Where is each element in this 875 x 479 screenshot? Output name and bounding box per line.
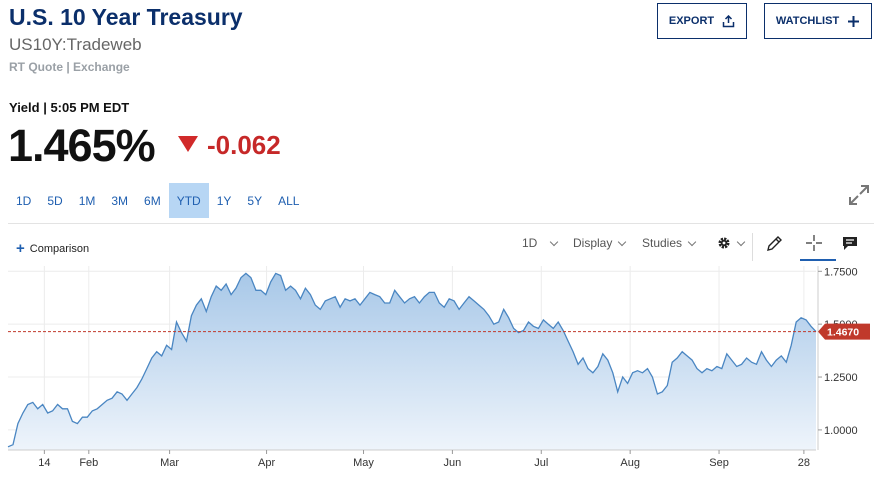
toolbar-divider: [752, 233, 753, 261]
range-tab-5y[interactable]: 5Y: [247, 193, 263, 208]
range-tab-6m[interactable]: 6M: [144, 193, 161, 208]
symbol-label: US10Y:Tradeweb: [9, 35, 142, 54]
quote-source: RT Quote | Exchange: [9, 60, 130, 74]
interval-value: 1D: [522, 236, 538, 250]
x-tick-label: Mar: [160, 457, 179, 469]
studies-label: Studies: [642, 236, 683, 250]
crosshair-icon[interactable]: [805, 234, 823, 252]
chevron-down-icon: [687, 237, 697, 247]
active-tool-indicator: [800, 259, 836, 261]
range-tab-1d[interactable]: 1D: [16, 193, 32, 208]
chart-line: [7, 272, 817, 448]
last-value-label: 1.4670: [827, 327, 859, 339]
yield-price: 1.465%: [8, 120, 156, 171]
plus-icon: [848, 15, 860, 27]
page-title: U.S. 10 Year Treasury: [9, 4, 243, 30]
gear-icon: [718, 237, 730, 249]
expand-icon[interactable]: [848, 184, 870, 206]
plus-icon: +: [16, 240, 25, 257]
range-tabs: 1D 5D 1M 3M 6M YTD 1Y 5Y ALL: [8, 183, 307, 218]
chevron-down-icon: [550, 237, 559, 247]
pencil-icon[interactable]: [766, 235, 783, 252]
y-tick-label: 1.2500: [824, 372, 858, 384]
export-label: EXPORT: [668, 15, 715, 27]
display-label: Display: [573, 236, 613, 250]
watchlist-label: WATCHLIST: [775, 15, 840, 27]
comment-icon[interactable]: [842, 236, 858, 251]
x-tick-label: Aug: [620, 457, 640, 469]
range-tab-1m[interactable]: 1M: [78, 193, 96, 208]
share-icon: [722, 14, 735, 27]
watchlist-button[interactable]: WATCHLIST: [764, 3, 872, 39]
comparison-label: Comparison: [29, 242, 90, 255]
studies-dropdown[interactable]: Studies: [642, 236, 697, 250]
display-dropdown[interactable]: Display: [573, 236, 627, 250]
x-tick-label: Feb: [79, 457, 98, 469]
comparison-button[interactable]: + Comparison: [16, 240, 89, 257]
x-tick-label: Sep: [709, 457, 729, 469]
x-tick-label: May: [353, 457, 374, 469]
chevron-down-icon: [736, 237, 746, 247]
y-tick-label: 1.0000: [824, 425, 858, 437]
range-tab-5d[interactable]: 5D: [47, 193, 63, 208]
range-tab-3m[interactable]: 3M: [111, 193, 129, 208]
range-tab-all[interactable]: ALL: [278, 193, 300, 208]
divider: [8, 223, 874, 224]
interval-dropdown[interactable]: 1D: [522, 236, 559, 250]
range-tab-1y[interactable]: 1Y: [216, 193, 232, 208]
x-tick-label: 28: [798, 457, 810, 469]
x-tick-label: Jul: [534, 457, 548, 469]
y-tick-label: 1.7500: [824, 266, 858, 278]
chart-area: [8, 273, 816, 450]
yield-time-label: Yield | 5:05 PM EDT: [9, 100, 130, 115]
last-value-tag: [818, 323, 870, 340]
chevron-down-icon: [618, 237, 627, 247]
x-tick-label: Apr: [258, 457, 275, 469]
down-arrow-icon: [178, 136, 198, 152]
export-button[interactable]: EXPORT: [657, 3, 747, 39]
x-tick-label: 14: [38, 457, 50, 469]
price-change: -0.062: [207, 130, 281, 160]
x-tick-label: Jun: [444, 457, 462, 469]
range-tab-ytd[interactable]: YTD: [168, 183, 209, 218]
settings-dropdown[interactable]: [717, 236, 746, 250]
